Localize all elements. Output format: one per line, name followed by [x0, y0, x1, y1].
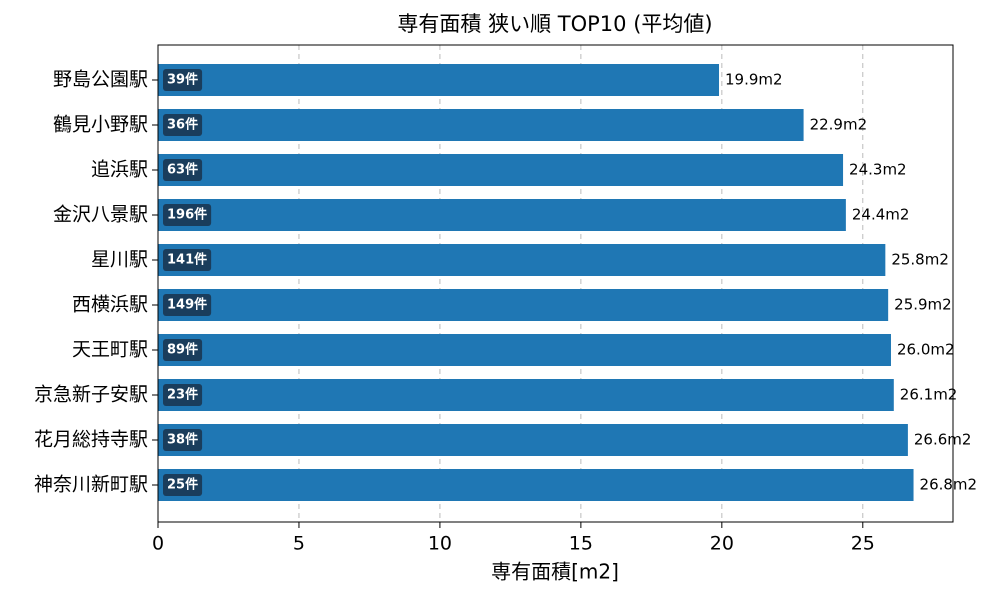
bar — [158, 244, 886, 276]
y-tick-label: 追浜駅 — [91, 159, 148, 181]
y-tick-label: 星川駅 — [91, 249, 148, 271]
value-label: 25.9m2 — [894, 296, 952, 314]
x-tick-label: 5 — [293, 533, 305, 555]
count-badge — [163, 159, 203, 181]
plot-frame — [157, 44, 954, 523]
count-label: 23件 — [167, 387, 198, 403]
x-tick-label: 20 — [710, 533, 734, 555]
count-label: 149件 — [167, 297, 207, 313]
count-badge — [163, 204, 212, 226]
bar — [158, 379, 894, 411]
count-label: 63件 — [167, 162, 198, 178]
y-tick-label: 西横浜駅 — [72, 294, 148, 316]
y-tick-label: 花月総持寺駅 — [34, 429, 148, 451]
value-label: 26.0m2 — [897, 341, 955, 359]
value-label: 24.3m2 — [849, 161, 907, 179]
y-tick-label: 天王町駅 — [72, 339, 148, 361]
y-tick-label: 金沢八景駅 — [53, 204, 148, 226]
value-label: 26.1m2 — [900, 386, 958, 404]
count-badge — [163, 339, 203, 361]
value-label: 19.9m2 — [725, 71, 783, 89]
count-label: 89件 — [167, 342, 198, 358]
count-label: 38件 — [167, 432, 198, 448]
y-tick-label: 神奈川新町駅 — [34, 474, 148, 496]
value-label: 24.4m2 — [852, 206, 910, 224]
value-label: 22.9m2 — [810, 116, 868, 134]
y-tick-label: 京急新子安駅 — [34, 384, 148, 406]
value-label: 26.6m2 — [914, 431, 972, 449]
bar — [158, 424, 908, 456]
count-label: 39件 — [167, 72, 198, 88]
count-badge — [163, 114, 203, 136]
x-tick-label: 0 — [152, 533, 164, 555]
x-axis-label: 専有面積[m2] — [491, 560, 619, 584]
count-label: 36件 — [167, 117, 198, 133]
bar — [158, 469, 914, 501]
count-badge — [163, 294, 212, 316]
x-tick-label: 15 — [569, 533, 593, 555]
count-badge — [163, 384, 203, 406]
value-label: 25.8m2 — [891, 251, 949, 269]
y-tick-label: 鶴見小野駅 — [53, 114, 148, 136]
count-badge — [163, 474, 203, 496]
bar — [158, 154, 844, 186]
count-badge — [163, 69, 203, 91]
count-badge — [163, 249, 212, 271]
y-tick-label: 野島公園駅 — [53, 69, 148, 91]
bar — [158, 64, 720, 96]
chart-title: 専有面積 狭い順 TOP10 (平均値) — [397, 12, 712, 36]
count-label: 141件 — [167, 252, 207, 268]
count-label: 196件 — [167, 207, 207, 223]
x-tick-label: 25 — [851, 533, 875, 555]
count-badge — [163, 429, 203, 451]
value-label: 26.8m2 — [920, 476, 978, 494]
bar — [158, 289, 889, 321]
bar — [158, 334, 891, 366]
count-label: 25件 — [167, 477, 198, 493]
bar — [158, 109, 804, 141]
x-tick-label: 10 — [428, 533, 452, 555]
bar — [158, 199, 846, 231]
